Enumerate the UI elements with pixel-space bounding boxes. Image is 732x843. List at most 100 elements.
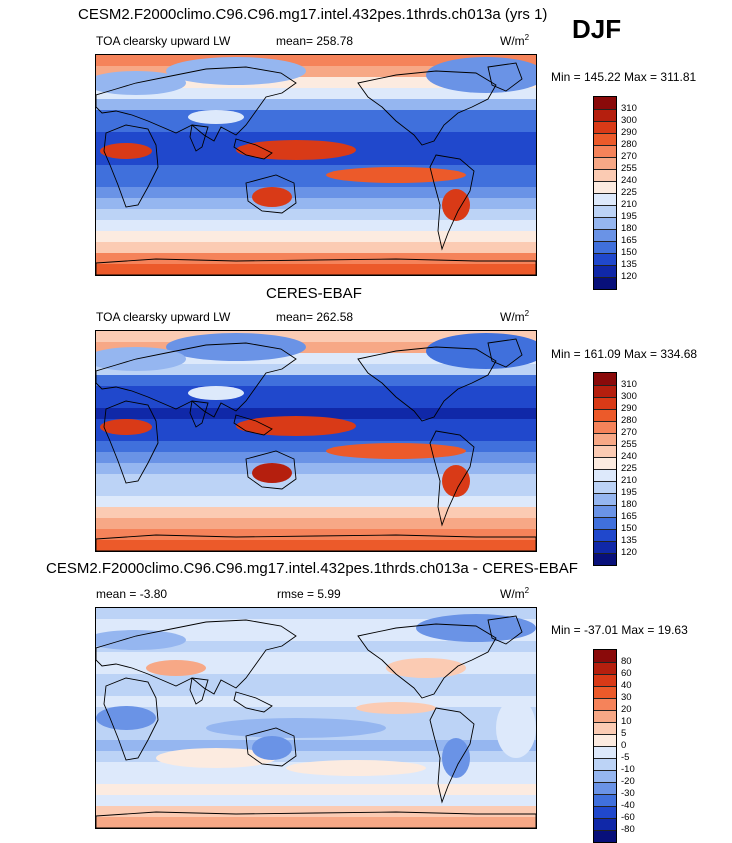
colorbar-swatch [594, 409, 616, 421]
colorbar-tick-label: 210 [621, 199, 637, 210]
colorbar-swatch [594, 782, 616, 794]
colorbar-swatch [594, 169, 616, 181]
colorbar-tick-label: 210 [621, 475, 637, 486]
colorbar-swatch [594, 421, 616, 433]
panel1-minmax: Min = 145.22 Max = 311.81 [551, 70, 697, 84]
panel1-variable: TOA clearsky upward LW [96, 34, 231, 48]
colorbar-swatch [594, 133, 616, 145]
colorbar-tick-label: 310 [621, 103, 637, 114]
colorbar-swatch [594, 493, 616, 505]
colorbar-tick-label: 240 [621, 451, 637, 462]
season-label: DJF [572, 14, 622, 44]
colorbar-swatch [594, 650, 616, 662]
colorbar-tick-label: 165 [621, 511, 637, 522]
colorbar-swatch [594, 145, 616, 157]
colorbar-tick-label: 150 [621, 247, 637, 258]
colorbar-tick-label: 40 [621, 680, 632, 691]
panel2-variable: TOA clearsky upward LW [96, 310, 231, 324]
panel1-field [96, 55, 536, 275]
colorbar-tick-label: -10 [621, 764, 635, 775]
colorbar-swatch [594, 277, 616, 289]
colorbar-swatch [594, 806, 616, 818]
colorbar-tick-label: 240 [621, 175, 637, 186]
colorbar-tick-label: 150 [621, 523, 637, 534]
colorbar-swatch [594, 373, 616, 385]
colorbar-swatch [594, 481, 616, 493]
colorbar-swatch [594, 505, 616, 517]
panel3-units: W/m2 [500, 586, 530, 601]
panel3-map [95, 607, 537, 829]
colorbar-tick-label: 310 [621, 379, 637, 390]
colorbar-swatch [594, 698, 616, 710]
colorbar-swatch [594, 121, 616, 133]
panel1-map [95, 54, 537, 276]
colorbar-swatch [594, 553, 616, 565]
panel2-field [96, 331, 536, 551]
colorbar-swatch [594, 181, 616, 193]
colorbar-swatch [594, 217, 616, 229]
panel1-units: W/m2 [500, 33, 530, 48]
panel2-minmax: Min = 161.09 Max = 334.68 [551, 347, 698, 361]
colorbar-swatch [594, 722, 616, 734]
panel3-rmse: rmse = 5.99 [277, 587, 341, 601]
colorbar-tick-label: 120 [621, 271, 637, 282]
colorbar-tick-label: 300 [621, 115, 637, 126]
panel2-units: W/m2 [500, 309, 530, 324]
colorbar-swatch [594, 265, 616, 277]
colorbar-tick-label: -60 [621, 812, 635, 823]
colorbar-tick-label: 290 [621, 403, 637, 414]
panel1-colorbar [593, 96, 617, 290]
colorbar-tick-label: 180 [621, 499, 637, 510]
colorbar-tick-label: 30 [621, 692, 632, 703]
colorbar-tick-label: 280 [621, 139, 637, 150]
colorbar-swatch [594, 734, 616, 746]
colorbar-swatch [594, 794, 616, 806]
colorbar-swatch [594, 758, 616, 770]
colorbar-tick-label: 300 [621, 391, 637, 402]
colorbar-swatch [594, 746, 616, 758]
colorbar-swatch [594, 385, 616, 397]
colorbar-tick-label: -80 [621, 824, 635, 835]
colorbar-swatch [594, 205, 616, 217]
colorbar-tick-label: 290 [621, 127, 637, 138]
colorbar-tick-label: 5 [621, 728, 627, 739]
panel2-colorbar [593, 372, 617, 566]
colorbar-swatch [594, 397, 616, 409]
colorbar-tick-label: 135 [621, 259, 637, 270]
colorbar-tick-label: 0 [621, 740, 627, 751]
colorbar-tick-label: 280 [621, 415, 637, 426]
colorbar-tick-label: 255 [621, 163, 637, 174]
colorbar-swatch [594, 241, 616, 253]
colorbar-swatch [594, 469, 616, 481]
colorbar-swatch [594, 710, 616, 722]
colorbar-tick-label: 20 [621, 704, 632, 715]
colorbar-tick-label: 270 [621, 151, 637, 162]
colorbar-swatch [594, 770, 616, 782]
colorbar-swatch [594, 541, 616, 553]
colorbar-swatch [594, 674, 616, 686]
panel2-title: CERES-EBAF [266, 285, 362, 302]
colorbar-tick-label: 10 [621, 716, 632, 727]
colorbar-tick-label: -20 [621, 776, 635, 787]
colorbar-tick-label: 180 [621, 223, 637, 234]
colorbar-tick-label: 165 [621, 235, 637, 246]
colorbar-tick-label: 225 [621, 463, 637, 474]
colorbar-swatch [594, 229, 616, 241]
colorbar-swatch [594, 517, 616, 529]
colorbar-tick-label: -40 [621, 800, 635, 811]
colorbar-tick-label: 135 [621, 535, 637, 546]
panel3-mean: mean = -3.80 [96, 587, 168, 601]
colorbar-tick-label: 195 [621, 487, 637, 498]
colorbar-tick-label: 270 [621, 427, 637, 438]
colorbar-swatch [594, 97, 616, 109]
colorbar-tick-label: 225 [621, 187, 637, 198]
colorbar-swatch [594, 686, 616, 698]
colorbar-swatch [594, 109, 616, 121]
colorbar-tick-label: -30 [621, 788, 635, 799]
colorbar-tick-label: 255 [621, 439, 637, 450]
colorbar-swatch [594, 662, 616, 674]
colorbar-swatch [594, 193, 616, 205]
colorbar-swatch [594, 818, 616, 830]
colorbar-swatch [594, 157, 616, 169]
colorbar-tick-label: 195 [621, 211, 637, 222]
